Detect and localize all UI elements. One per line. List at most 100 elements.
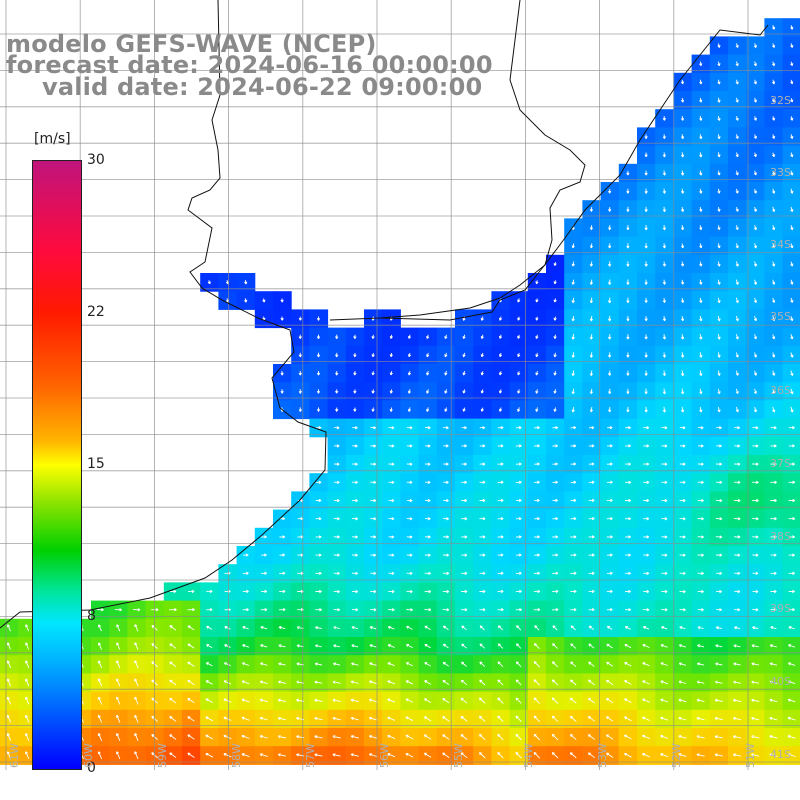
wind-arrow bbox=[588, 535, 595, 539]
wind-arrow bbox=[606, 734, 614, 740]
wind-arrow bbox=[497, 517, 504, 521]
wind-arrow bbox=[534, 516, 540, 521]
wind-arrow bbox=[569, 734, 577, 741]
wind-arrow bbox=[480, 407, 484, 412]
wind-arrow bbox=[588, 571, 595, 575]
lat-label-41s: 41S bbox=[770, 748, 791, 761]
wind-arrow bbox=[389, 352, 393, 358]
wind-arrow bbox=[699, 334, 703, 340]
wind-arrow bbox=[279, 589, 286, 594]
wind-arrow bbox=[662, 388, 667, 395]
wind-arrow bbox=[97, 733, 103, 741]
wind-arrow bbox=[753, 61, 757, 67]
wind-arrow bbox=[624, 662, 632, 667]
wind-arrow bbox=[790, 297, 794, 303]
wind-arrow bbox=[460, 697, 468, 704]
wind-arrow bbox=[352, 480, 358, 484]
wind-arrow bbox=[680, 352, 685, 358]
wind-arrow bbox=[389, 334, 393, 339]
wind-arrow bbox=[715, 589, 723, 594]
wind-arrow bbox=[353, 407, 357, 412]
wind-arrow bbox=[644, 134, 648, 139]
wind-arrow bbox=[444, 334, 448, 340]
wind-arrow bbox=[551, 607, 559, 612]
wind-arrow bbox=[770, 626, 777, 630]
wind-arrow bbox=[370, 571, 377, 575]
wind-arrow bbox=[570, 608, 577, 612]
wind-arrow bbox=[405, 752, 414, 758]
field-cell bbox=[782, 109, 800, 128]
wind-arrow bbox=[277, 735, 287, 739]
wind-arrow bbox=[388, 426, 395, 430]
wind-arrow bbox=[479, 498, 486, 503]
wind-arrow bbox=[717, 43, 721, 48]
wind-arrow bbox=[370, 444, 377, 448]
wind-arrow bbox=[717, 61, 721, 67]
wind-arrow bbox=[424, 680, 432, 685]
wind-arrow bbox=[570, 625, 576, 631]
wind-arrow bbox=[462, 370, 466, 376]
field-cell bbox=[782, 291, 800, 310]
wind-arrow bbox=[790, 334, 794, 340]
wind-arrow bbox=[279, 571, 286, 575]
wind-arrow bbox=[515, 608, 522, 612]
wind-arrow bbox=[589, 279, 594, 285]
wind-arrow bbox=[371, 352, 375, 358]
wind-arrow bbox=[426, 389, 430, 394]
wind-arrow bbox=[134, 714, 139, 723]
wind-arrow bbox=[735, 370, 739, 376]
wind-arrow bbox=[460, 752, 468, 759]
wind-arrow bbox=[479, 553, 486, 557]
wind-arrow bbox=[753, 243, 758, 249]
wind-arrow bbox=[298, 316, 302, 321]
wind-arrow bbox=[333, 589, 340, 594]
wind-arrow bbox=[25, 751, 30, 760]
wind-arrow bbox=[315, 535, 322, 539]
wind-arrow bbox=[116, 678, 121, 687]
wind-arrow bbox=[97, 751, 103, 760]
lat-label-40s: 40S bbox=[770, 675, 791, 688]
wind-arrow bbox=[261, 535, 267, 539]
wind-arrow bbox=[444, 352, 448, 358]
wind-arrow bbox=[316, 371, 321, 376]
wind-arrow bbox=[679, 553, 686, 557]
wind-arrow bbox=[571, 243, 575, 249]
wind-arrow bbox=[443, 517, 449, 521]
wind-arrow bbox=[223, 680, 232, 685]
wind-arrow bbox=[224, 625, 231, 630]
wind-arrow bbox=[259, 734, 268, 739]
wind-arrow bbox=[405, 716, 414, 722]
wind-arrow bbox=[280, 370, 284, 376]
wind-arrow bbox=[25, 642, 30, 650]
wind-arrow bbox=[479, 679, 486, 686]
field-cell bbox=[782, 327, 800, 347]
wind-arrow bbox=[333, 535, 340, 539]
wind-arrow bbox=[169, 716, 177, 722]
lon-label-60w: 60W bbox=[82, 743, 95, 768]
wind-arrow bbox=[425, 498, 431, 503]
wind-arrow bbox=[699, 406, 703, 413]
wind-arrow bbox=[371, 334, 375, 339]
wind-arrow bbox=[97, 642, 102, 650]
wind-arrow bbox=[407, 407, 412, 412]
wind-arrow bbox=[752, 444, 759, 448]
wind-arrow bbox=[242, 571, 249, 575]
wind-arrow bbox=[678, 644, 686, 648]
wind-arrow bbox=[735, 170, 739, 176]
wind-arrow bbox=[788, 535, 795, 539]
wind-arrow bbox=[426, 370, 430, 376]
wind-arrow bbox=[535, 298, 539, 303]
wind-arrow bbox=[772, 352, 776, 358]
wind-arrow bbox=[699, 370, 703, 376]
wind-arrow bbox=[389, 371, 393, 376]
wind-arrow bbox=[571, 279, 575, 285]
wind-arrow bbox=[535, 389, 539, 394]
wind-arrow bbox=[661, 553, 668, 557]
wind-arrow bbox=[699, 352, 703, 358]
wind-arrow bbox=[606, 752, 614, 758]
wind-arrow bbox=[680, 134, 685, 140]
wind-arrow bbox=[387, 662, 395, 667]
wind-arrow bbox=[369, 644, 377, 648]
field-cell bbox=[782, 72, 800, 92]
wind-arrow bbox=[790, 43, 794, 48]
